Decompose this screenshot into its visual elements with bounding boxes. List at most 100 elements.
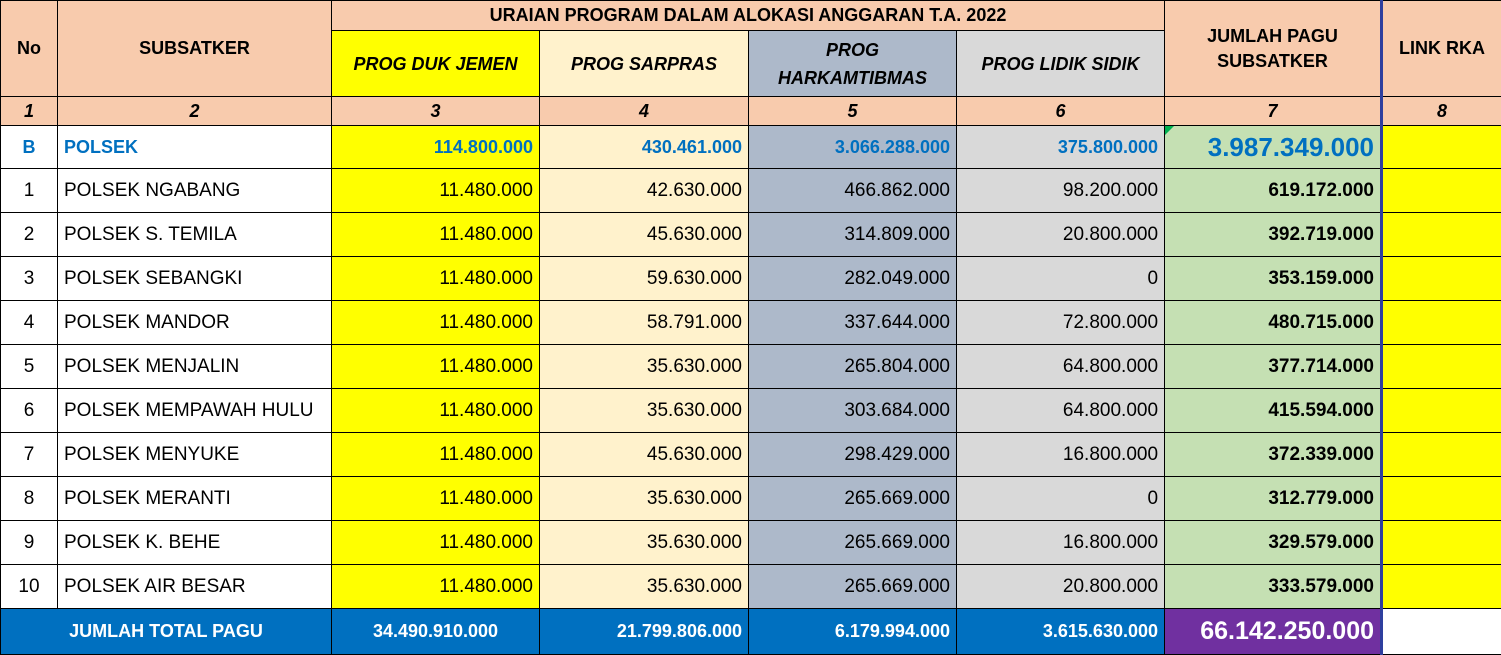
row-harkam-cell[interactable]: 314.809.000 <box>749 213 957 257</box>
row-name-cell[interactable]: POLSEK MEMPAWAH HULU <box>58 389 332 433</box>
col-number-6[interactable]: 6 <box>957 97 1165 126</box>
row-sarpras-cell[interactable]: 35.630.000 <box>540 565 749 609</box>
row-harkam-cell[interactable]: 282.049.000 <box>749 257 957 301</box>
row-total-cell[interactable]: 353.159.000 <box>1165 257 1382 301</box>
row-lidik-cell[interactable]: 0 <box>957 477 1165 521</box>
group-total[interactable]: 3.987.349.000 <box>1165 126 1382 169</box>
row-link-cell[interactable] <box>1382 257 1501 301</box>
row-no-cell[interactable]: 1 <box>1 169 58 213</box>
row-sarpras-cell[interactable]: 59.630.000 <box>540 257 749 301</box>
row-link-cell[interactable] <box>1382 345 1501 389</box>
row-lidik-cell[interactable]: 64.800.000 <box>957 345 1165 389</box>
row-duk-cell[interactable]: 11.480.000 <box>332 345 540 389</box>
col-number-4[interactable]: 4 <box>540 97 749 126</box>
row-harkam-cell[interactable]: 337.644.000 <box>749 301 957 345</box>
group-harkam[interactable]: 3.066.288.000 <box>749 126 957 169</box>
col-number-1[interactable]: 1 <box>1 97 58 126</box>
row-sarpras-cell[interactable]: 58.791.000 <box>540 301 749 345</box>
row-sarpras-cell[interactable]: 45.630.000 <box>540 433 749 477</box>
header-no[interactable]: No <box>1 1 58 97</box>
row-total-cell[interactable]: 372.339.000 <box>1165 433 1382 477</box>
header-prog-sarpras[interactable]: PROG SARPRAS <box>540 31 749 97</box>
group-code[interactable]: B <box>1 126 58 169</box>
row-sarpras-cell[interactable]: 42.630.000 <box>540 169 749 213</box>
row-total-cell[interactable]: 619.172.000 <box>1165 169 1382 213</box>
row-lidik-cell[interactable]: 0 <box>957 257 1165 301</box>
header-link-rka[interactable]: LINK RKA <box>1382 1 1501 97</box>
row-duk-cell[interactable]: 11.480.000 <box>332 301 540 345</box>
row-total-cell[interactable]: 377.714.000 <box>1165 345 1382 389</box>
row-link-cell[interactable] <box>1382 433 1501 477</box>
grand-total[interactable]: 66.142.250.000 <box>1165 609 1382 655</box>
col-number-8[interactable]: 8 <box>1382 97 1501 126</box>
row-lidik-cell[interactable]: 16.800.000 <box>957 433 1165 477</box>
row-no-cell[interactable]: 4 <box>1 301 58 345</box>
row-duk-cell[interactable]: 11.480.000 <box>332 521 540 565</box>
row-no-cell[interactable]: 7 <box>1 433 58 477</box>
row-total-cell[interactable]: 312.779.000 <box>1165 477 1382 521</box>
row-harkam-cell[interactable]: 466.862.000 <box>749 169 957 213</box>
group-link-cell[interactable] <box>1382 126 1501 169</box>
row-no-cell[interactable]: 5 <box>1 345 58 389</box>
row-name-cell[interactable]: POLSEK AIR BESAR <box>58 565 332 609</box>
row-link-cell[interactable] <box>1382 565 1501 609</box>
row-lidik-cell[interactable]: 16.800.000 <box>957 521 1165 565</box>
header-subsatker[interactable]: SUBSATKER <box>58 1 332 97</box>
row-sarpras-cell[interactable]: 35.630.000 <box>540 345 749 389</box>
total-sarpras[interactable]: 21.799.806.000 <box>540 609 749 655</box>
group-sarpras[interactable]: 430.461.000 <box>540 126 749 169</box>
row-name-cell[interactable]: POLSEK SEBANGKI <box>58 257 332 301</box>
row-name-cell[interactable]: POLSEK MENJALIN <box>58 345 332 389</box>
header-prog-lidik-sidik[interactable]: PROG LIDIK SIDIK <box>957 31 1165 97</box>
row-name-cell[interactable]: POLSEK MENYUKE <box>58 433 332 477</box>
total-duk[interactable]: 34.490.910.000 <box>332 609 540 655</box>
row-lidik-cell[interactable]: 98.200.000 <box>957 169 1165 213</box>
total-harkam[interactable]: 6.179.994.000 <box>749 609 957 655</box>
col-number-7[interactable]: 7 <box>1165 97 1382 126</box>
total-link-cell[interactable] <box>1382 609 1501 655</box>
row-duk-cell[interactable]: 11.480.000 <box>332 565 540 609</box>
group-duk[interactable]: 114.800.000 <box>332 126 540 169</box>
row-name-cell[interactable]: POLSEK S. TEMILA <box>58 213 332 257</box>
col-number-5[interactable]: 5 <box>749 97 957 126</box>
row-duk-cell[interactable]: 11.480.000 <box>332 389 540 433</box>
row-link-cell[interactable] <box>1382 213 1501 257</box>
row-duk-cell[interactable]: 11.480.000 <box>332 213 540 257</box>
row-sarpras-cell[interactable]: 35.630.000 <box>540 389 749 433</box>
row-harkam-cell[interactable]: 265.669.000 <box>749 477 957 521</box>
row-harkam-cell[interactable]: 265.669.000 <box>749 565 957 609</box>
row-sarpras-cell[interactable]: 45.630.000 <box>540 213 749 257</box>
row-name-cell[interactable]: POLSEK NGABANG <box>58 169 332 213</box>
row-total-cell[interactable]: 480.715.000 <box>1165 301 1382 345</box>
row-link-cell[interactable] <box>1382 301 1501 345</box>
row-harkam-cell[interactable]: 265.669.000 <box>749 521 957 565</box>
row-no-cell[interactable]: 8 <box>1 477 58 521</box>
row-lidik-cell[interactable]: 20.800.000 <box>957 565 1165 609</box>
header-prog-harkamtibmas[interactable]: PROG HARKAMTIBMAS <box>749 31 957 97</box>
row-link-cell[interactable] <box>1382 169 1501 213</box>
group-lidik[interactable]: 375.800.000 <box>957 126 1165 169</box>
row-name-cell[interactable]: POLSEK K. BEHE <box>58 521 332 565</box>
row-total-cell[interactable]: 329.579.000 <box>1165 521 1382 565</box>
total-lidik[interactable]: 3.615.630.000 <box>957 609 1165 655</box>
row-harkam-cell[interactable]: 265.804.000 <box>749 345 957 389</box>
row-no-cell[interactable]: 6 <box>1 389 58 433</box>
row-name-cell[interactable]: POLSEK MANDOR <box>58 301 332 345</box>
row-no-cell[interactable]: 3 <box>1 257 58 301</box>
total-label[interactable]: JUMLAH TOTAL PAGU <box>1 609 332 655</box>
row-duk-cell[interactable]: 11.480.000 <box>332 257 540 301</box>
row-sarpras-cell[interactable]: 35.630.000 <box>540 521 749 565</box>
row-duk-cell[interactable]: 11.480.000 <box>332 477 540 521</box>
row-link-cell[interactable] <box>1382 477 1501 521</box>
row-name-cell[interactable]: POLSEK MERANTI <box>58 477 332 521</box>
row-harkam-cell[interactable]: 303.684.000 <box>749 389 957 433</box>
row-no-cell[interactable]: 9 <box>1 521 58 565</box>
row-sarpras-cell[interactable]: 35.630.000 <box>540 477 749 521</box>
group-name[interactable]: POLSEK <box>58 126 332 169</box>
row-duk-cell[interactable]: 11.480.000 <box>332 169 540 213</box>
row-link-cell[interactable] <box>1382 521 1501 565</box>
row-no-cell[interactable]: 10 <box>1 565 58 609</box>
row-total-cell[interactable]: 415.594.000 <box>1165 389 1382 433</box>
header-prog-duk-jemen[interactable]: PROG DUK JEMEN <box>332 31 540 97</box>
col-number-2[interactable]: 2 <box>58 97 332 126</box>
